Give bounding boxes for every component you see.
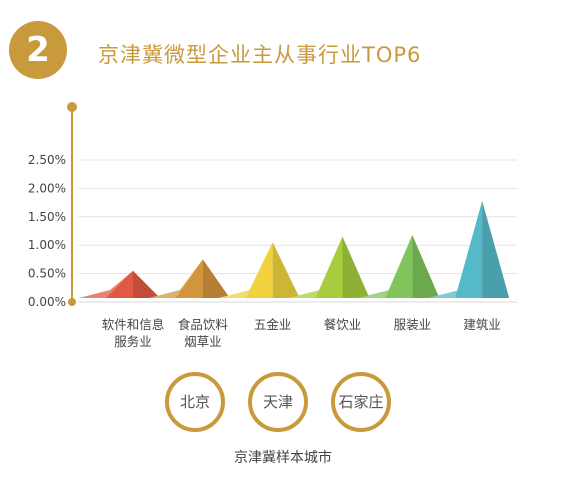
city-badge-beijing: 北京 (165, 372, 225, 432)
y-axis-bottom-dot (68, 298, 76, 306)
category-label: 食品饮料烟草业 (178, 317, 229, 349)
category-label: 软件和信息服务业 (102, 317, 165, 349)
category-label: 建筑业 (463, 317, 501, 332)
category-label: 餐饮业 (324, 317, 362, 332)
peak-front-left (106, 270, 133, 298)
sample-cities-caption: 京津冀样本城市 (234, 450, 332, 466)
section-number-badge: 2 (9, 21, 67, 79)
y-tick-label: 0.00% (28, 295, 66, 309)
peak-front-right (482, 200, 510, 298)
industry-chart: 0.00% 0.50% 1.00% 1.50% 2.00% 2.50% 软件和信息服务业食… (28, 102, 517, 349)
peak-front-left (175, 259, 203, 298)
peak-front-left (455, 200, 483, 298)
y-tick-label: 1.50% (28, 210, 66, 224)
city-badge-shijiazhuang: 石家庄 (331, 372, 391, 432)
city-badge-tianjin: 天津 (248, 372, 308, 432)
peak-front-right (133, 270, 160, 298)
y-axis-top-dot (67, 102, 77, 112)
peak-front-left (315, 236, 343, 298)
peak-front-right (202, 259, 230, 298)
peak-front-left (245, 242, 273, 298)
peak-front-right (342, 236, 370, 298)
y-tick-label: 0.50% (28, 267, 66, 281)
y-tick-label: 2.00% (28, 181, 66, 195)
category-label: 服装业 (394, 317, 432, 332)
category-label: 五金业 (254, 317, 292, 332)
chart-title: 京津冀微型企业主从事行业TOP6 (98, 43, 422, 67)
y-tick-label: 2.50% (28, 153, 66, 167)
y-tick-label: 1.00% (28, 238, 66, 252)
peak-front-left (385, 234, 413, 298)
peak-front-right (412, 234, 440, 298)
peak-front-right (272, 242, 300, 298)
